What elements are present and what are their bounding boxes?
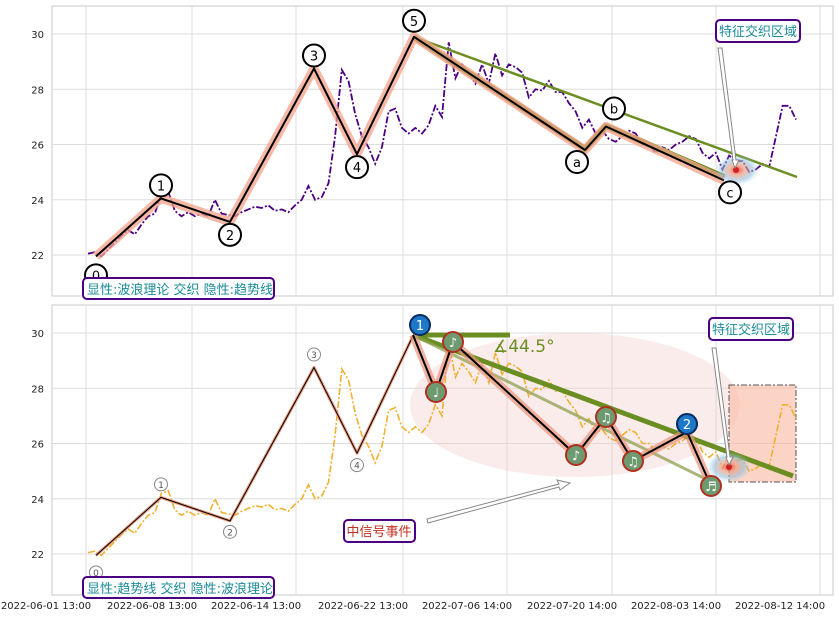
- note-marker-label: ♩: [433, 386, 439, 401]
- wave-label: 3: [311, 351, 317, 361]
- x-tick-label: 2022-08-12 14:00: [735, 601, 825, 612]
- bottom-note-markers: ♩ ♪ ♪ ♫ ♫ ♬: [425, 331, 722, 497]
- top-text-box-label: 显性:波浪理论 交织 隐性:趋势线: [87, 282, 273, 298]
- bottom-event-box: [343, 519, 416, 543]
- wave-label-circle: [345, 155, 369, 180]
- wave-label: 4: [354, 462, 360, 472]
- bottom-intersection-point: [726, 464, 732, 470]
- bottom-text-box-label: 显性:趋势线 交织 隐性:波浪理论: [87, 581, 273, 597]
- x-tick-label: 2022-08-03 14:00: [631, 601, 721, 612]
- note-marker: [595, 406, 617, 428]
- y-tick-label: 24: [31, 196, 44, 207]
- wave-label: 2: [226, 229, 234, 244]
- y-tick-label: 26: [31, 141, 44, 152]
- wave-label: 0: [93, 569, 99, 579]
- x-tick-label: 2022-06-08 13:00: [107, 601, 197, 612]
- bottom-y-tick-labels: 22 24 26 28 30: [31, 329, 44, 561]
- wave-label-circle: [565, 150, 589, 175]
- wave-label-circle: [149, 173, 173, 198]
- y-tick-label: 28: [31, 384, 44, 395]
- top-annotation-arrow: [717, 47, 740, 170]
- y-tick-label: 22: [31, 550, 44, 561]
- wave-label: 1: [157, 179, 165, 194]
- bottom-plot-frame: [51, 304, 834, 596]
- bottom-trend-marker-2: [676, 413, 698, 435]
- wave-label: c: [726, 186, 733, 201]
- x-tick-label: 2022-06-01 13:00: [1, 601, 91, 612]
- note-marker: [565, 444, 587, 466]
- x-tick-label: 2022-06-22 13:00: [318, 601, 408, 612]
- bottom-event-arrow: [426, 479, 572, 524]
- top-annotation-text: 特征交织区域: [719, 24, 797, 40]
- x-tick-label: 2022-07-20 14:00: [527, 601, 617, 612]
- bottom-price-series: [87, 341, 797, 557]
- top-intersection-point: [733, 167, 739, 173]
- bottom-annotation-arrow: [711, 347, 734, 467]
- top-y-tick-labels: 22 24 26 28 30: [31, 30, 44, 262]
- price-series-line: [87, 341, 797, 557]
- wave-label: a: [573, 156, 581, 171]
- top-wave-labels: 0 1 2 3 4 5 a b c: [84, 8, 742, 288]
- x-tick-labels: 2022-06-01 13:00 2022-06-08 13:00 2022-06-…: [1, 601, 825, 612]
- wave-label-circle: [718, 180, 742, 205]
- note-marker: [442, 331, 464, 353]
- wave-label: 2: [227, 528, 233, 538]
- y-tick-label: 30: [31, 329, 44, 340]
- wave-label-circle: [402, 8, 426, 33]
- wave-label: 0: [92, 269, 100, 284]
- wave-label-circle: [350, 458, 364, 473]
- bottom-lower-trendline: [412, 333, 721, 488]
- wave-label: 4: [353, 161, 361, 176]
- x-tick-label: 2022-06-14 13:00: [211, 601, 301, 612]
- wave-label: 5: [410, 15, 418, 30]
- bottom-wave-line: [95, 335, 414, 556]
- wave-label: 3: [310, 50, 318, 65]
- bottom-panel: 22 24 26 28 30 ∡44.5° 特征交织区域 中信号事件 0 1 2 3 4 ♩ ♪ ♪…: [1, 304, 834, 612]
- bottom-trend-marker-2-label: 2: [683, 418, 691, 433]
- note-marker-label: ♫: [600, 411, 612, 426]
- bottom-text-box: [82, 576, 275, 599]
- wave-label-circle: [602, 96, 626, 121]
- top-text-box: [82, 277, 275, 300]
- wave-label-circle: [223, 524, 237, 539]
- note-marker: [425, 381, 447, 403]
- top-annotation-box: [715, 19, 801, 43]
- bottom-annotation-text: 特征交织区域: [712, 322, 790, 338]
- note-marker-label: ♬: [705, 480, 717, 495]
- wave-label: b: [610, 103, 618, 118]
- wave-label-circle: [302, 43, 326, 68]
- bottom-trend-marker-1-label: 1: [416, 319, 424, 334]
- bottom-event-text: 中信号事件: [346, 525, 411, 540]
- y-tick-label: 26: [31, 440, 44, 451]
- wave-label: 1: [158, 481, 164, 491]
- top-panel: 22 24 26 28 30 特征交织区域 0 1 2 3 4 5 a b c 显性:波浪理论 交织 隐…: [31, 5, 834, 300]
- wave-label-circle: [218, 222, 242, 247]
- note-marker-label: ♪: [572, 449, 580, 464]
- bottom-angle-label: ∡44.5°: [493, 337, 555, 357]
- bottom-wave-labels: 0 1 2 3 4: [89, 347, 364, 580]
- note-marker-label: ♪: [449, 336, 457, 351]
- wave-label-circle: [154, 477, 168, 492]
- y-tick-label: 24: [31, 495, 44, 506]
- wave-label-circle: [307, 347, 321, 362]
- y-tick-label: 28: [31, 85, 44, 96]
- top-wave-line: [95, 35, 725, 258]
- note-marker: [622, 450, 644, 472]
- bottom-trend-marker-1: [409, 314, 431, 336]
- bottom-annotation-box: [708, 317, 794, 341]
- y-tick-label: 30: [31, 30, 44, 41]
- note-marker-label: ♫: [627, 455, 639, 470]
- y-tick-label: 22: [31, 251, 44, 262]
- x-tick-label: 2022-07-06 14:00: [422, 601, 512, 612]
- note-marker: [700, 475, 722, 497]
